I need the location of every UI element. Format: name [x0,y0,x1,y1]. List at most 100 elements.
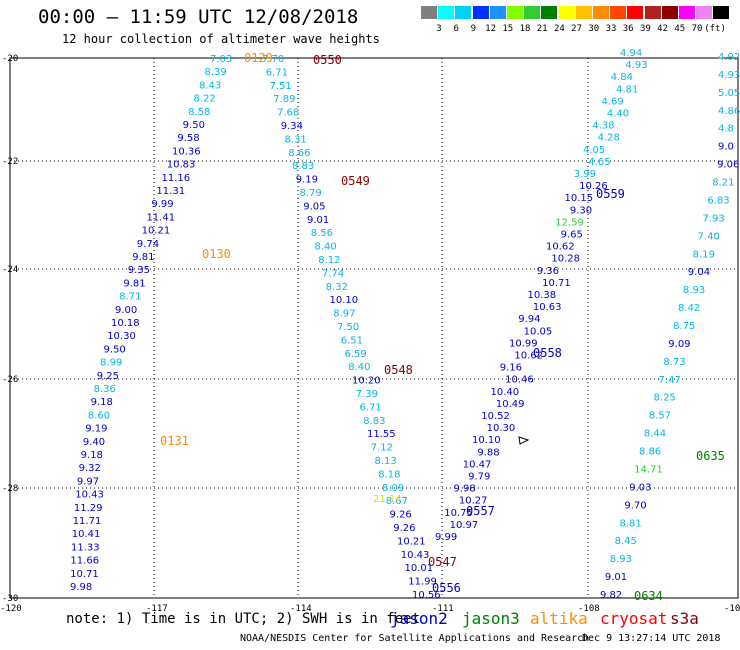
swh-value: 9.19 [85,424,107,435]
legend-label: 33 [605,24,617,34]
pass-time-label: 0559 [596,187,625,201]
swh-value: 10.46 [505,375,534,386]
latitude-label: -24 [2,265,18,275]
swh-value: 8.25 [654,393,676,404]
swh-value: 10.26 [579,181,608,192]
swh-value: 9.50 [183,120,205,131]
swh-value: 9.34 [281,121,303,132]
swh-value: 8.73 [663,357,685,368]
longitude-label: -114 [290,604,312,614]
swh-value: 8.40 [348,362,370,373]
legend-label: 9 [470,24,477,34]
legend-swatch [593,6,609,19]
footer-timestamp: Dec 9 13:27:14 UTC 2018 [582,633,721,644]
longitude-label: -120 [0,604,22,614]
swh-value: 8.71 [119,292,141,303]
legend-swatch [713,6,730,19]
map-title: 00:00 – 11:59 UTC 12/08/2018 [38,6,359,28]
swh-value: 11.99 [408,577,437,588]
swh-value: 9.16 [500,363,522,374]
legend-swatch [421,6,437,19]
swh-value: 8.97 [333,309,355,320]
swh-value: 10.38 [528,290,557,301]
swh-value: 11.55 [367,429,396,440]
swh-value: 7.50 [337,322,359,333]
legend-swatch [524,6,541,19]
pass-time-label: 0549 [341,174,370,188]
swh-value: 7.89 [273,94,295,105]
swh-value: 7.51 [270,81,292,92]
swh-value: 4.92 [718,52,740,63]
satellite-name: s3a [670,609,699,628]
latitude-label: -28 [2,484,18,494]
swh-value: 11.31 [156,186,185,197]
latitude-label: -26 [2,375,18,385]
swh-value: 9.99 [151,199,173,210]
swh-value: 8.45 [615,536,637,547]
swh-value: 10.97 [450,520,479,531]
map-subtitle: 12 hour collection of altimeter wave hei… [62,32,380,46]
swh-value: 4.38 [592,121,614,132]
legend-swatch [679,6,695,19]
swh-value: 7.93 [702,213,724,224]
legend-swatch [575,6,592,19]
swh-value: 7.70 [262,54,284,65]
swh-value: 9.03 [629,482,651,493]
swh-value: 9.00 [115,305,137,316]
swh-value: 9.97 [77,476,99,487]
swh-value: 4.84 [611,72,633,83]
swh-value: 8.83 [363,416,385,427]
swh-value: 8.93 [683,285,705,296]
legend-label: 24 [553,24,565,34]
swh-value: 9.05 [303,201,325,212]
satellite-name: jason3 [462,609,520,628]
swh-value: 10.63 [533,302,562,313]
legend-label: 39 [639,24,651,34]
swh-value: 10.18 [111,318,140,329]
swh-value: 9.40 [83,437,105,448]
swh-value: 4.94 [620,48,642,59]
pass-time-label: 0548 [384,363,413,377]
swh-value: 11.16 [162,173,191,184]
legend-swatch [661,6,678,19]
swh-value: 4.81 [616,84,638,95]
legend-label: 30 [588,24,600,34]
swh-value: 10.41 [72,529,101,540]
swh-value: 9.32 [79,463,101,474]
swh-value: 9.01 [605,572,627,583]
swh-value: 4.86 [718,106,740,117]
legend-label: 3 [436,24,442,34]
legend-swatch [644,6,661,19]
swh-value: 6.71 [360,402,382,413]
legend-label: 45 [674,24,686,34]
pass-time-label: 0556 [432,581,461,595]
swh-value: 10.71 [70,569,99,580]
swh-value: 8.32 [326,282,348,293]
swh-value: 10.71 [542,278,571,289]
swh-value: 10.43 [401,550,430,561]
swh-value: 9.04 [688,267,710,278]
swh-value: 7.12 [371,443,393,454]
swh-value: 8.21 [712,178,734,189]
swh-value: 9.88 [477,447,499,458]
swh-value: 10.99 [509,338,538,349]
legend-swatch [438,6,455,19]
satellite-name: jason2 [390,609,448,628]
swh-value: 7.40 [698,231,720,242]
swh-value: 6.51 [341,335,363,346]
swh-value: 9.26 [393,523,415,534]
swh-value: 7.03 [210,54,232,65]
swh-value: 9.09 [668,339,690,350]
swh-value: 11.29 [74,503,103,514]
swh-value: 12.59 [555,217,584,228]
swh-value: 9.0 [718,142,734,153]
swh-value: 8.58 [188,107,210,118]
swh-value: 10.49 [496,399,525,410]
swh-value: 10.10 [330,295,359,306]
swh-value: 9.81 [123,278,145,289]
swh-value: 8.44 [644,429,666,440]
longitude-label: -111 [432,604,454,614]
legend-label: 70 [691,24,703,34]
pass-time-label: 0558 [533,346,562,360]
